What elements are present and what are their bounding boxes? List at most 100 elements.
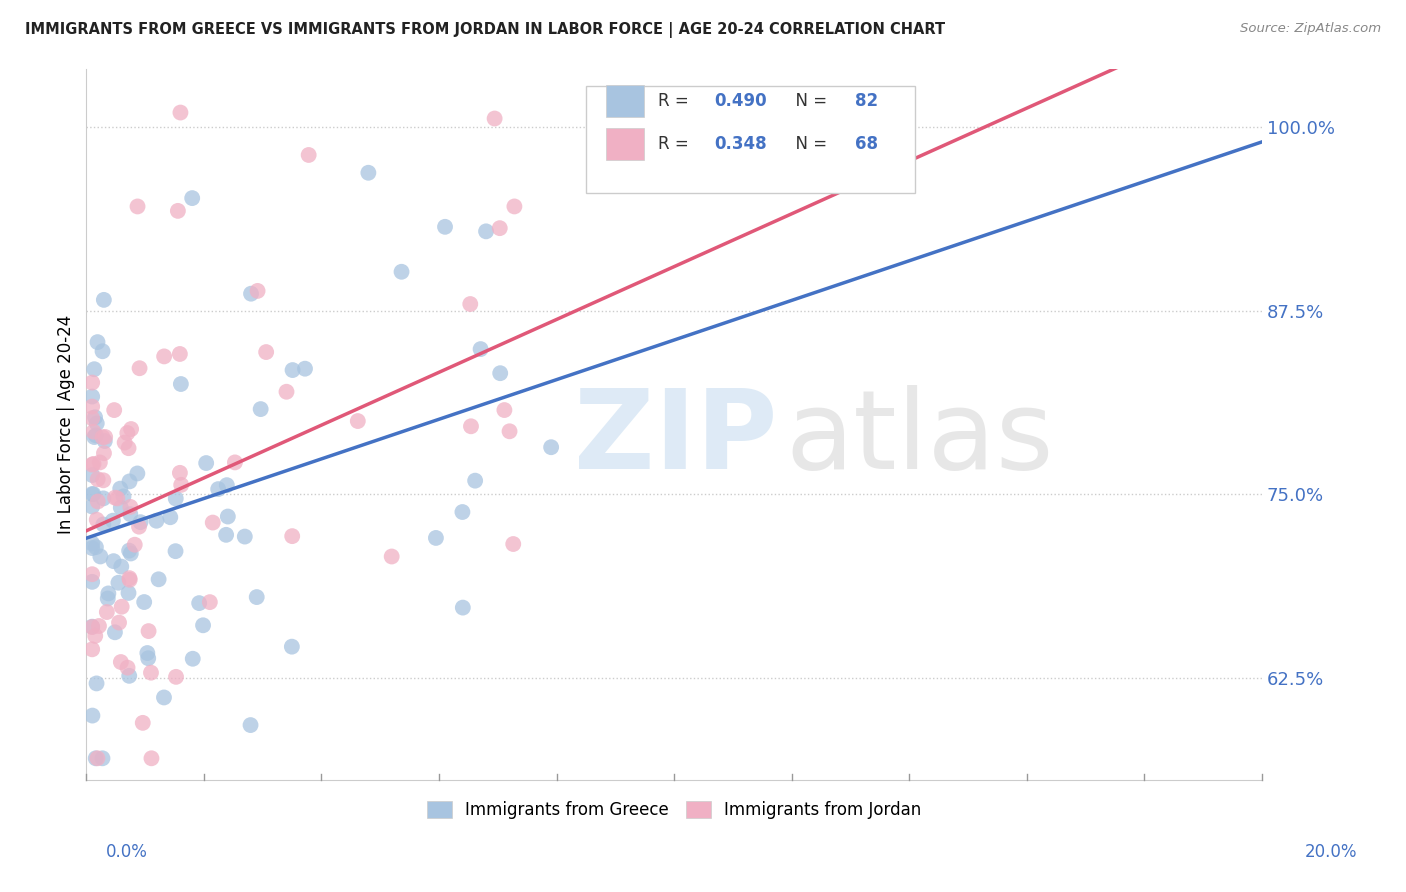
Point (124, 538, 146, 552)
Point (239, 718, 262, 732)
Point (357, 166, 380, 180)
Point (470, 342, 492, 356)
Point (86, 472, 108, 486)
Point (169, 347, 191, 361)
Point (112, 490, 135, 504)
Point (451, 600, 474, 615)
Point (93, 517, 115, 532)
Point (118, 573, 141, 587)
Point (169, 105, 191, 120)
Point (128, 519, 150, 533)
Point (136, 651, 159, 665)
Point (101, 514, 124, 528)
Point (159, 510, 181, 524)
Point (117, 441, 139, 455)
Point (96, 605, 118, 619)
Point (153, 350, 176, 364)
Point (82, 468, 104, 483)
Point (475, 224, 498, 238)
Point (117, 660, 139, 674)
Point (118, 543, 141, 558)
Point (97, 586, 120, 600)
Point (117, 586, 139, 600)
Point (107, 575, 129, 590)
Point (82, 536, 104, 550)
Point (84, 629, 107, 643)
Point (281, 363, 304, 377)
Point (104, 491, 127, 505)
Point (82, 574, 104, 589)
Point (215, 478, 238, 492)
Point (294, 361, 316, 376)
Point (425, 531, 447, 545)
Point (86, 335, 108, 350)
Point (84, 540, 107, 554)
Point (83, 457, 105, 471)
Point (127, 199, 149, 213)
Point (84, 751, 107, 765)
Point (246, 284, 269, 298)
Point (381, 549, 404, 564)
Point (110, 655, 132, 669)
Point (94, 430, 117, 444)
Point (207, 482, 229, 496)
Point (118, 669, 141, 683)
Point (136, 646, 159, 660)
Point (84, 428, 107, 442)
Point (82, 458, 104, 472)
Point (298, 148, 321, 162)
Point (188, 596, 211, 610)
Text: 0.490: 0.490 (714, 92, 766, 110)
Point (83, 362, 105, 376)
Point (141, 751, 163, 765)
Point (108, 615, 131, 630)
Point (120, 507, 142, 521)
Point (224, 455, 246, 469)
Point (148, 572, 170, 586)
Point (82, 411, 104, 425)
Text: 20.0%: 20.0% (1305, 843, 1357, 861)
Point (86, 676, 108, 690)
Point (134, 595, 156, 609)
Point (181, 652, 204, 666)
Point (165, 491, 187, 506)
Point (276, 384, 298, 399)
Point (215, 528, 238, 542)
Point (104, 625, 127, 640)
Point (127, 467, 149, 481)
Point (281, 529, 304, 543)
FancyBboxPatch shape (586, 87, 915, 193)
Point (434, 219, 457, 234)
FancyBboxPatch shape (606, 128, 644, 160)
Point (110, 482, 132, 496)
Text: ZIP: ZIP (574, 385, 778, 492)
Point (120, 422, 142, 436)
Text: R =: R = (658, 92, 693, 110)
Text: Source: ZipAtlas.com: Source: ZipAtlas.com (1240, 22, 1381, 36)
Legend: Immigrants from Greece, Immigrants from Jordan: Immigrants from Greece, Immigrants from … (420, 794, 928, 825)
Point (138, 624, 160, 639)
Point (87, 619, 110, 633)
Point (83, 430, 105, 444)
Point (201, 516, 224, 530)
Point (103, 403, 125, 417)
Point (82, 400, 104, 414)
Point (120, 547, 142, 561)
Point (169, 466, 191, 480)
Point (346, 414, 368, 428)
Point (82, 620, 104, 634)
Point (165, 544, 187, 558)
Point (153, 690, 176, 705)
Point (82, 390, 104, 404)
Point (93, 446, 115, 460)
Text: N =: N = (785, 135, 832, 153)
Point (82, 487, 104, 501)
Point (281, 640, 304, 654)
Text: 68: 68 (855, 135, 879, 153)
Point (460, 419, 482, 434)
Point (82, 541, 104, 555)
Point (110, 500, 132, 515)
Y-axis label: In Labor Force | Age 20-24: In Labor Force | Age 20-24 (58, 315, 75, 534)
Point (82, 708, 104, 723)
Point (451, 505, 474, 519)
